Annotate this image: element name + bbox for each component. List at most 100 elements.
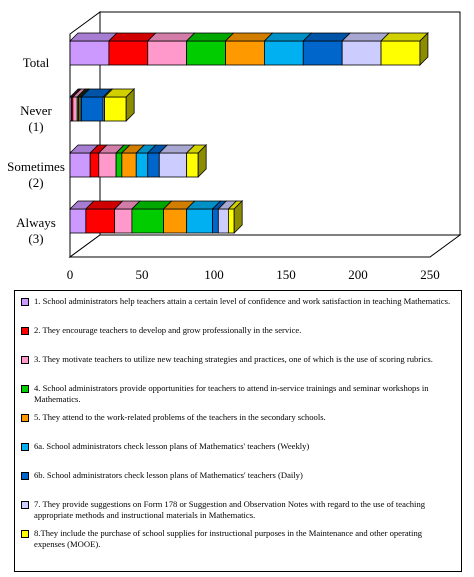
bar-segment <box>97 144 126 178</box>
bar-face <box>163 208 188 234</box>
legend-label: 6b. School administrators check lesson p… <box>34 470 303 480</box>
legend-label: 5. They attend to the work-related probl… <box>34 412 326 422</box>
bar-face <box>89 152 100 178</box>
chart-legend: 1. School administrators help teachers a… <box>14 290 462 572</box>
legend-label: 7. They provide suggestions on Form 178 … <box>34 499 426 520</box>
bar-face <box>302 40 343 66</box>
bar-segment <box>380 32 429 66</box>
category-label: Sometimes (2) <box>7 159 65 190</box>
legend-swatch <box>21 443 29 451</box>
category-label-line: Total <box>23 55 50 70</box>
bar-face <box>158 152 188 178</box>
x-tick-label: 200 <box>348 267 368 282</box>
bar-face <box>186 208 213 234</box>
bar-face <box>69 40 110 66</box>
x-tick-label: 150 <box>276 267 296 282</box>
bar-face <box>380 40 421 66</box>
legend-swatch <box>21 356 29 364</box>
bar-segment <box>185 32 235 66</box>
legend-label: 2. They encourage teachers to develop an… <box>34 325 302 335</box>
legend-item: 6b. School administrators check lesson p… <box>21 470 455 499</box>
x-tick-label: 250 <box>420 267 440 282</box>
bar-side <box>197 144 207 178</box>
bar-segment <box>107 32 157 66</box>
legend-swatch <box>21 298 29 306</box>
legend-item: 3. They motivate teachers to utilize new… <box>21 354 455 383</box>
bar-face <box>115 152 123 178</box>
legend-item: 2. They encourage teachers to develop an… <box>21 325 455 354</box>
category-label-line: (1) <box>28 119 43 134</box>
legend-swatch <box>21 327 29 335</box>
bar-face <box>98 152 117 178</box>
bar-segment <box>263 32 313 66</box>
legend-item: 1. School administrators help teachers a… <box>21 296 455 325</box>
legend-swatch <box>21 472 29 480</box>
bar-segment <box>302 32 352 66</box>
x-tick-label: 0 <box>67 267 74 282</box>
bar-face <box>72 96 78 122</box>
bar-segment <box>341 32 391 66</box>
x-tick-label: 100 <box>204 267 224 282</box>
legend-item: 4. School administrators provide opportu… <box>21 383 455 412</box>
bar-face <box>108 40 149 66</box>
bar-segment <box>227 200 244 234</box>
legend-label: 8.They include the purchase of school su… <box>34 528 423 549</box>
bar-face <box>263 40 304 66</box>
bar-face <box>81 96 104 122</box>
bar-segment <box>130 200 173 234</box>
legend-label: 6a. School administrators check lesson p… <box>34 441 310 451</box>
category-label-line: Sometimes <box>7 159 65 174</box>
x-tick-label: 50 <box>136 267 149 282</box>
bar-side <box>233 200 243 234</box>
bar-segment <box>103 88 136 122</box>
bar-segment <box>146 32 196 66</box>
category-label: Total <box>23 55 50 70</box>
legend-label: 1. School administrators help teachers a… <box>34 296 451 306</box>
legend-item: 5. They attend to the work-related probl… <box>21 412 455 441</box>
stacked-bar-chart: Total Never (1) Sometimes (2) Always (3) 0 50 10… <box>7 11 462 282</box>
category-label-line: Never <box>20 103 52 118</box>
legend-swatch <box>21 501 29 509</box>
bar-face <box>69 152 91 178</box>
bar-face <box>135 152 149 178</box>
category-label-line: Always <box>16 215 56 230</box>
legend-swatch <box>21 414 29 422</box>
y-axis-labels: Total Never (1) Sometimes (2) Always (3) <box>7 55 65 246</box>
legend-label: 4. School administrators provide opportu… <box>34 383 429 404</box>
bar-face <box>227 208 235 234</box>
bar-segment <box>80 88 113 122</box>
bar-face <box>85 208 116 234</box>
legend-item: 7. They provide suggestions on Form 178 … <box>21 499 455 528</box>
bar-segment <box>185 144 208 178</box>
legend-swatch <box>21 385 29 393</box>
bar-face <box>147 152 160 178</box>
x-axis-ticks: 0 50 100 150 200 250 <box>67 267 440 282</box>
chart-frame <box>68 11 462 258</box>
chart-floor <box>68 234 462 258</box>
bar-face <box>225 40 265 66</box>
bar-face <box>69 208 87 234</box>
bar-face <box>104 96 127 122</box>
bar-segment <box>185 200 222 234</box>
bar-face <box>121 152 137 178</box>
bar-face <box>147 40 188 66</box>
bar-face <box>341 40 382 66</box>
legend-item: 6a. School administrators check lesson p… <box>21 441 455 470</box>
bar-face <box>212 208 219 234</box>
bar-face <box>114 208 133 234</box>
bar-segment <box>69 144 100 178</box>
legend-item: 8.They include the purchase of school su… <box>21 528 455 557</box>
bar-face <box>217 208 229 234</box>
chart-bars <box>69 32 429 234</box>
category-label: Never (1) <box>20 103 52 134</box>
category-label: Always (3) <box>16 215 56 246</box>
bar-segment <box>120 144 146 178</box>
bar-segment <box>224 32 274 66</box>
bar-segment <box>69 32 118 66</box>
category-label-line: (3) <box>28 231 43 246</box>
bar-face <box>131 208 164 234</box>
legend-swatch <box>21 530 29 538</box>
category-label-line: (2) <box>28 175 43 190</box>
legend-label: 3. They motivate teachers to utilize new… <box>34 354 433 364</box>
bar-side <box>125 88 135 122</box>
